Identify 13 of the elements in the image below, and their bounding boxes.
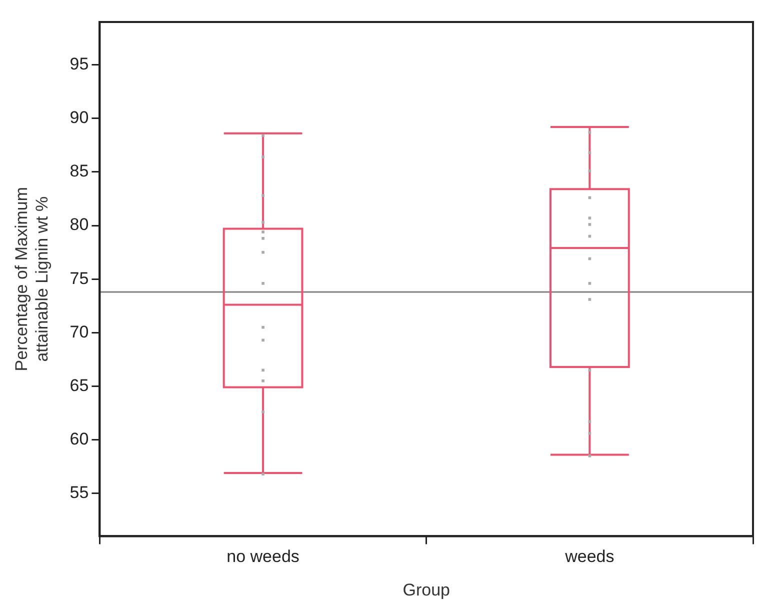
x-tick-label: weeds: [564, 547, 614, 566]
y-tick-label: 90: [70, 108, 89, 128]
y-tick-label: 85: [70, 162, 89, 181]
y-tick-label: 80: [70, 215, 89, 234]
y-axis-title: Percentage of Maximum attainable Lignin wt %: [12, 186, 52, 372]
x-tick-label: no weeds: [226, 547, 300, 566]
y-tick-label: 60: [70, 429, 89, 448]
y-tick-label: 75: [70, 268, 89, 288]
x-axis-title: Group: [402, 580, 450, 600]
y-tick-label: 95: [70, 54, 89, 74]
y-tick-label: 70: [70, 322, 89, 342]
y-tick-label: 55: [70, 483, 89, 502]
y-tick-label: 65: [70, 376, 89, 395]
